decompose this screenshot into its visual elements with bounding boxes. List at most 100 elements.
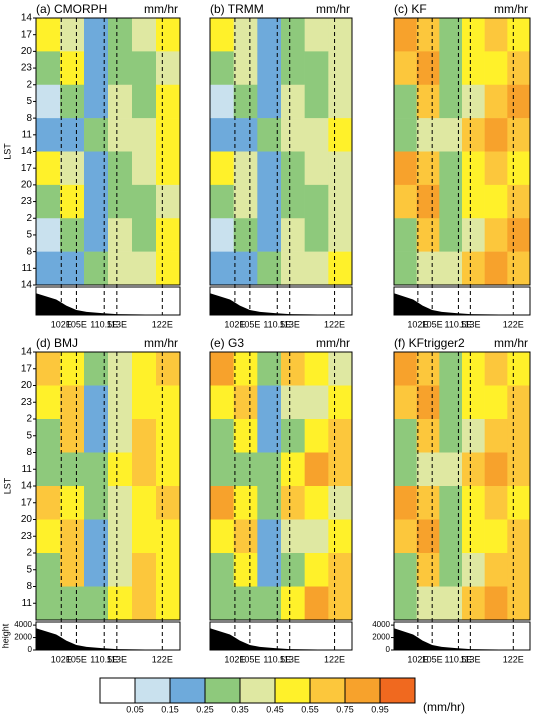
field-cell (156, 352, 181, 386)
field-cell (439, 251, 463, 286)
field-cell (416, 18, 440, 52)
field-cell (257, 452, 282, 487)
field-cell (257, 385, 282, 420)
x-tick-label: 102E (224, 319, 245, 329)
height-tick-label: 4000 (14, 620, 32, 629)
panel-title: (a) CMORPH (36, 2, 107, 16)
field-cell (484, 84, 508, 119)
height-tick-label: 4000 (372, 620, 390, 629)
field-cell (233, 218, 258, 252)
field-cell (304, 519, 329, 554)
field-cell (210, 84, 234, 119)
field-cell (36, 586, 61, 621)
field-cell (304, 218, 329, 252)
units: mm/hr (144, 336, 178, 350)
field-cell (233, 84, 258, 119)
field-cell (281, 118, 305, 152)
field-cell (484, 151, 508, 186)
x-tick-label: 102E (407, 319, 428, 329)
field-cell (462, 419, 485, 453)
field-cell (281, 553, 305, 587)
x-tick-label: 110.5E (90, 654, 118, 664)
field-cell (328, 218, 353, 252)
terrain-frame (209, 621, 353, 651)
field-cell (281, 184, 305, 219)
field-cell (507, 586, 531, 621)
y-tick-label: 2 (26, 213, 32, 224)
field-cell (60, 51, 85, 86)
x-tick-label: 105E (239, 319, 260, 329)
panel-title: (f) KFtrigger2 (394, 336, 465, 350)
field-cell (210, 519, 234, 554)
terrain-frame (393, 286, 531, 316)
field-cell (156, 251, 181, 286)
field-cell (108, 553, 133, 587)
field-cell (439, 419, 463, 453)
field-cell (328, 553, 353, 587)
field-cell (416, 251, 440, 286)
field-cell (233, 18, 258, 52)
field-cell (36, 218, 61, 252)
colorbar-unit: (mm/hr) (423, 700, 465, 714)
colorbar-label: 0.95 (371, 704, 389, 714)
field-cell (281, 151, 305, 186)
field-cell (108, 218, 133, 252)
field-cell (281, 251, 305, 286)
terrain (36, 293, 180, 315)
field-cell (210, 586, 234, 621)
field-cell (108, 486, 133, 520)
field-cell (233, 151, 258, 186)
units: mm/hr (316, 336, 350, 350)
y-tick-label: 23 (21, 531, 33, 542)
field-cell (233, 184, 258, 219)
y-axis-label: LST (2, 477, 12, 494)
field-cell (462, 519, 485, 554)
field-cell (507, 151, 531, 186)
y-tick-label: 2 (26, 79, 32, 90)
field-cell (257, 84, 282, 119)
plot-frame (393, 351, 531, 621)
field-cell (507, 419, 531, 453)
field-cell (394, 519, 417, 554)
y-tick-label: 11 (22, 598, 33, 609)
field-cell (328, 151, 353, 186)
field-cell (210, 251, 234, 286)
field-cell (36, 553, 61, 587)
field-cell (484, 486, 508, 520)
field-cell (60, 486, 85, 520)
field-cell (439, 18, 463, 52)
field-cell (328, 118, 353, 152)
field-cell (210, 553, 234, 587)
field-cell (108, 151, 133, 186)
field-cell (304, 118, 329, 152)
panel-title: (b) TRMM (210, 2, 264, 16)
x-tick-label: 105E (66, 319, 87, 329)
field-cell (281, 84, 305, 119)
field-cell (507, 553, 531, 587)
field-cell (210, 452, 234, 487)
field-cell (233, 51, 258, 86)
field-cell (132, 586, 157, 621)
x-tick-label: 102E (407, 654, 428, 664)
field-cell (257, 18, 282, 52)
y-tick-label: 8 (26, 447, 32, 458)
field-cell (60, 586, 85, 621)
field-cell (394, 452, 417, 487)
colorbar-label: 0.35 (231, 704, 249, 714)
field-cell (156, 553, 181, 587)
field-cell (328, 586, 353, 621)
field-cell (328, 519, 353, 554)
colorbar-label: 0.45 (266, 704, 284, 714)
y-tick-label: 17 (21, 29, 33, 40)
field-cell (281, 419, 305, 453)
units: mm/hr (144, 2, 178, 16)
field-cell (132, 218, 157, 252)
field-cell (108, 519, 133, 554)
y-tick-label: 11 (22, 129, 33, 140)
y-tick-label: 11 (22, 464, 33, 475)
colorbar-swatch (274, 677, 311, 704)
y-tick-label: 14 (21, 481, 33, 492)
field-cell (462, 18, 485, 52)
field-cell (416, 184, 440, 219)
field-cell (394, 586, 417, 621)
